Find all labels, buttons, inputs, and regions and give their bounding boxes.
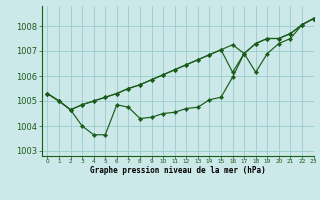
X-axis label: Graphe pression niveau de la mer (hPa): Graphe pression niveau de la mer (hPa) (90, 166, 266, 175)
